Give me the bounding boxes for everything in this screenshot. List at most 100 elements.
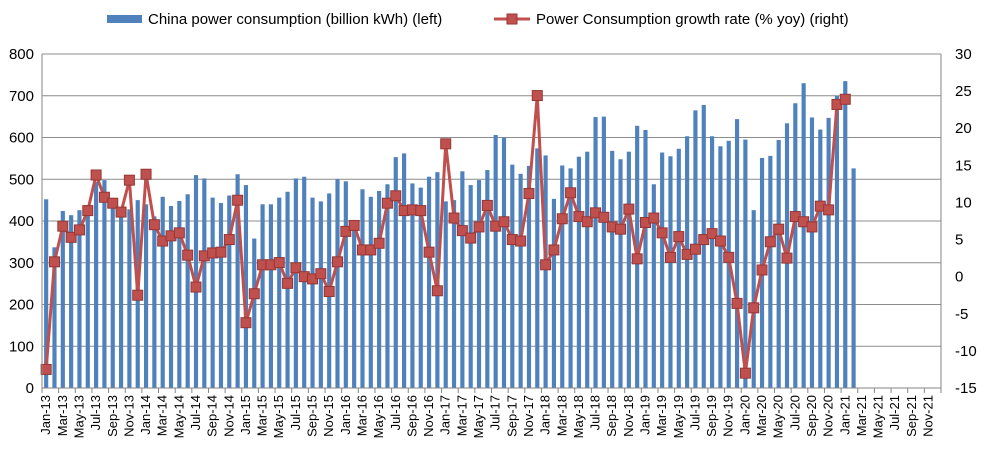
growth-point bbox=[531, 90, 543, 102]
growth-point bbox=[448, 212, 460, 224]
x-tick-label: Sep-14 bbox=[205, 395, 220, 437]
growth-point bbox=[623, 203, 635, 215]
bar bbox=[501, 137, 507, 388]
x-tick-label: Mar-18 bbox=[554, 395, 569, 436]
bar bbox=[252, 238, 257, 388]
growth-point bbox=[673, 231, 685, 243]
growth-point bbox=[415, 205, 427, 217]
growth-point bbox=[656, 227, 668, 239]
growth-point bbox=[232, 194, 244, 206]
bar bbox=[734, 119, 740, 388]
x-tick-label: Sep-21 bbox=[904, 395, 919, 437]
bar bbox=[118, 210, 124, 388]
bar bbox=[227, 195, 232, 388]
bar bbox=[535, 148, 540, 388]
bar bbox=[485, 170, 490, 388]
bar bbox=[560, 165, 565, 388]
bar bbox=[468, 185, 473, 388]
bar bbox=[476, 180, 482, 388]
bar bbox=[526, 165, 532, 388]
x-tick-label: Sep-16 bbox=[404, 395, 419, 437]
x-tick-label: Jul-16 bbox=[388, 395, 403, 430]
bar bbox=[44, 199, 49, 388]
growth-point bbox=[323, 286, 335, 298]
bar bbox=[826, 117, 831, 388]
bar bbox=[285, 191, 290, 388]
left-tick-label: 500 bbox=[9, 171, 34, 188]
growth-point bbox=[465, 232, 477, 244]
growth-point bbox=[190, 281, 202, 293]
left-tick-label: 600 bbox=[9, 130, 34, 147]
x-tick-label: May-17 bbox=[471, 395, 486, 438]
growth-point bbox=[423, 246, 435, 258]
legend: China power consumption (billion kWh) (l… bbox=[107, 11, 849, 28]
bar bbox=[85, 205, 90, 388]
bar bbox=[818, 129, 823, 388]
x-tick-label: Jan-18 bbox=[538, 395, 553, 435]
growth-point bbox=[340, 225, 352, 237]
growth-point bbox=[548, 244, 560, 256]
x-tick-label: May-14 bbox=[171, 395, 186, 438]
left-axis-labels: 0 100 200 300 400 500 600 700 800 bbox=[9, 46, 34, 397]
x-tick-label: Mar-20 bbox=[754, 395, 769, 436]
bar bbox=[352, 226, 357, 388]
x-tick-label: Jan-19 bbox=[637, 395, 652, 435]
growth-point bbox=[98, 191, 110, 203]
bar bbox=[451, 200, 457, 388]
bar bbox=[110, 201, 115, 388]
x-tick-label: Jul-19 bbox=[687, 395, 702, 430]
x-tick-label: Jul-21 bbox=[887, 395, 902, 430]
x-tick-label: May-20 bbox=[771, 395, 786, 438]
growth-point bbox=[456, 225, 468, 237]
growth-point bbox=[581, 216, 593, 228]
growth-point bbox=[373, 237, 385, 249]
bar bbox=[377, 190, 382, 388]
x-tick-label: Nov-15 bbox=[321, 395, 336, 437]
x-tick-label: Jan-14 bbox=[138, 395, 153, 435]
bar bbox=[202, 178, 207, 388]
x-tick-label: Jan-16 bbox=[338, 395, 353, 435]
bar bbox=[60, 210, 65, 388]
left-tick-label: 400 bbox=[9, 213, 34, 230]
x-tick-label: May-16 bbox=[371, 395, 386, 438]
bar bbox=[235, 174, 240, 388]
growth-point bbox=[48, 256, 60, 268]
growth-point bbox=[473, 221, 485, 233]
left-tick-label: 200 bbox=[9, 297, 34, 314]
bar bbox=[69, 215, 74, 388]
x-tick-label: Mar-21 bbox=[854, 395, 869, 436]
growth-point bbox=[40, 363, 52, 375]
x-tick-label: Nov-18 bbox=[621, 395, 636, 437]
x-tick-label: Nov-20 bbox=[821, 395, 836, 437]
x-tick-label: Sep-20 bbox=[804, 395, 819, 437]
growth-point bbox=[440, 138, 452, 150]
x-tick-label: Nov-17 bbox=[521, 395, 536, 437]
x-tick-label: May-15 bbox=[271, 395, 286, 438]
x-tick-label: Nov-21 bbox=[921, 395, 936, 437]
right-tick-label: -5 bbox=[955, 306, 968, 323]
growth-point bbox=[806, 221, 818, 233]
left-tick-label: 700 bbox=[9, 88, 34, 105]
growth-point bbox=[689, 243, 701, 255]
bar bbox=[626, 151, 631, 388]
x-tick-label: Jan-13 bbox=[38, 395, 53, 435]
bar bbox=[243, 185, 249, 388]
growth-point bbox=[556, 213, 568, 225]
growth-point bbox=[282, 277, 294, 289]
bar bbox=[543, 155, 548, 388]
x-tick-label: Jul-20 bbox=[787, 395, 802, 430]
bar bbox=[177, 200, 182, 388]
growth-point bbox=[523, 188, 535, 200]
growth-point bbox=[182, 249, 194, 261]
growth-point bbox=[215, 246, 227, 258]
bar bbox=[710, 136, 715, 388]
growth-point bbox=[839, 93, 851, 105]
bar bbox=[610, 150, 615, 388]
x-tick-label: Jan-21 bbox=[837, 395, 852, 435]
x-tick-label: Jan-17 bbox=[438, 395, 453, 435]
bar bbox=[660, 152, 665, 388]
right-tick-label: 25 bbox=[955, 83, 972, 100]
growth-point bbox=[248, 288, 260, 300]
growth-point bbox=[148, 219, 160, 231]
growth-point bbox=[132, 289, 144, 301]
